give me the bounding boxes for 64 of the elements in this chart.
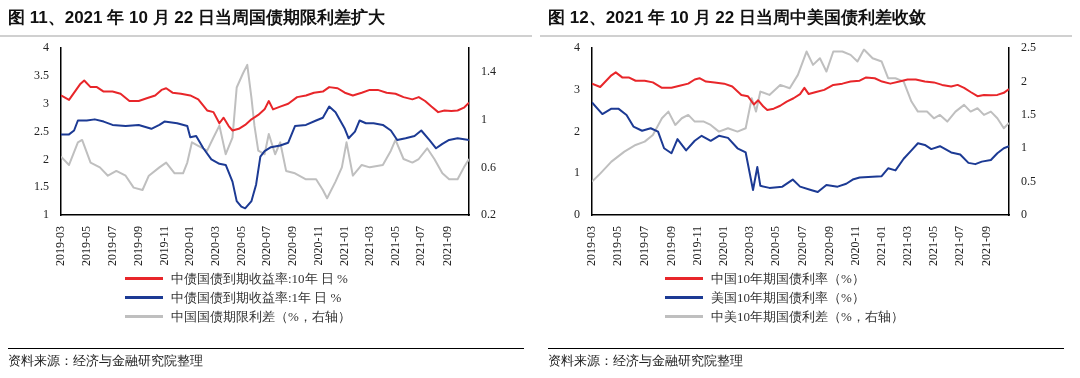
- x-tick-label: 2020-11: [311, 226, 326, 266]
- x-tick-label: 2021-03: [899, 226, 914, 266]
- x-tick-label: 2021-09: [979, 226, 994, 266]
- x-tick-label: 2021-07: [952, 226, 967, 266]
- x-tick-label: 2019-05: [78, 226, 93, 266]
- x-tick-label: 2021-05: [387, 226, 402, 266]
- x-tick-label: 2021-07: [413, 226, 428, 266]
- legend-label: 中国10年期国债利率（%）: [711, 269, 865, 288]
- x-tick-label: 2021-05: [926, 226, 941, 266]
- x-tick-label: 2020-03: [207, 226, 222, 266]
- y-tick-label: 0: [574, 207, 580, 222]
- x-tick-label: 2020-05: [768, 226, 783, 266]
- x-tick-label: 2020-07: [794, 226, 809, 266]
- y2-tick-label: 0: [1021, 207, 1027, 222]
- y-tick-label: 3: [43, 95, 49, 110]
- y2-tick-label: 0.6: [481, 159, 496, 174]
- y2-tick-label: 1.4: [481, 64, 496, 79]
- chart-title: 图 12、2021 年 10 月 22 日当周中美国债利差收敛: [540, 0, 1072, 37]
- y-tick-label: 2: [574, 123, 580, 138]
- x-tick-label: 2019-07: [104, 226, 119, 266]
- y2-tick-label: 1.5: [1021, 107, 1036, 122]
- x-tick-label: 2020-11: [847, 226, 862, 266]
- x-tick-label: 2019-03: [53, 226, 68, 266]
- x-tick-label: 2019-07: [636, 226, 651, 266]
- y2-tick-label: 1: [1021, 140, 1027, 155]
- x-tick-label: 2021-01: [874, 226, 889, 266]
- y-tick-label: 4: [43, 40, 49, 55]
- y2-tick-label: 0.2: [481, 207, 496, 222]
- y-tick-label: 2: [43, 151, 49, 166]
- x-tick-label: 2019-11: [689, 226, 704, 266]
- x-tick-label: 2020-01: [716, 226, 731, 266]
- x-tick-label: 2019-03: [584, 226, 599, 266]
- text: 资料来源：经济与金融研究院整理: [8, 348, 524, 370]
- x-tick-label: 2019-05: [610, 226, 625, 266]
- x-tick-label: 2019-09: [663, 226, 678, 266]
- x-tick-label: 2020-03: [742, 226, 757, 266]
- y2-tick-label: 0.5: [1021, 173, 1036, 188]
- text: 资料来源：经济与金融研究院整理: [548, 348, 1064, 370]
- y-tick-label: 1: [43, 207, 49, 222]
- y2-tick-label: 2.5: [1021, 40, 1036, 55]
- y-tick-label: 1.5: [34, 179, 49, 194]
- y-tick-label: 1: [574, 165, 580, 180]
- y2-tick-label: 2: [1021, 73, 1027, 88]
- y-tick-label: 3: [574, 82, 580, 97]
- x-tick-label: 2020-09: [821, 226, 836, 266]
- x-tick-label: 2020-09: [285, 226, 300, 266]
- x-tick-label: 2020-05: [233, 226, 248, 266]
- x-tick-label: 2021-09: [439, 226, 454, 266]
- y2-tick-label: 1: [481, 111, 487, 126]
- legend-label: 美国10年期国债利率（%）: [711, 288, 865, 307]
- x-tick-label: 2021-03: [361, 226, 376, 266]
- legend-label: 中国国债期限利差（%，右轴）: [171, 307, 351, 326]
- y-tick-label: 2.5: [34, 123, 49, 138]
- x-tick-label: 2021-01: [336, 226, 351, 266]
- chart-title: 图 11、2021 年 10 月 22 日当周国债期限利差扩大: [0, 0, 532, 37]
- x-tick-label: 2019-09: [130, 226, 145, 266]
- x-tick-label: 2020-07: [259, 226, 274, 266]
- x-tick-label: 2019-11: [156, 226, 171, 266]
- legend-label: 中美10年期国债利差（%，右轴）: [711, 307, 904, 326]
- y-tick-label: 3.5: [34, 68, 49, 83]
- y-tick-label: 4: [574, 40, 580, 55]
- legend-label: 中债国债到期收益率:1年 日 %: [171, 288, 342, 307]
- x-tick-label: 2020-01: [182, 226, 197, 266]
- legend-label: 中债国债到期收益率:10年 日 %: [171, 269, 348, 288]
